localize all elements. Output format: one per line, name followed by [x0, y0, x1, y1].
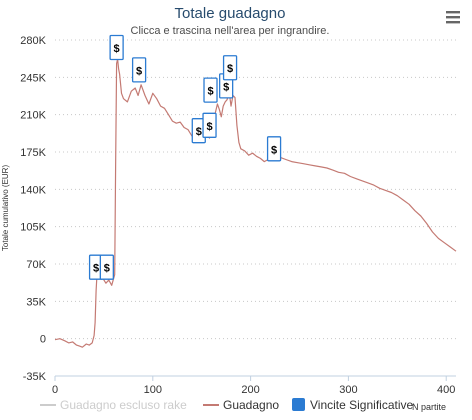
significant-win-marker[interactable]: $	[266, 136, 282, 162]
dollar-icon: $	[207, 86, 213, 98]
series-layer	[54, 58, 457, 348]
marker-flag	[202, 112, 217, 138]
dollar-icon: $	[104, 263, 110, 275]
y-tick-label: 35K	[26, 296, 46, 308]
legend-item-guadagno-escluso-rake[interactable]: Guadagno escluso rake	[40, 398, 187, 412]
y-axis-title: Totale cumulativo (EUR)	[1, 165, 10, 252]
legend-label-guadagno-escluso-rake: Guadagno escluso rake	[60, 398, 187, 412]
dollar-icon: $	[93, 263, 99, 275]
y-tick-label: 245K	[20, 72, 46, 84]
significant-win-marker[interactable]: $	[203, 77, 218, 103]
y-tick-label: 105K	[20, 222, 46, 234]
legend-item-vincite-significative[interactable]: Vincite Significative	[292, 398, 413, 412]
x-tick-label: 100	[144, 384, 162, 396]
y-tick-label: 70K	[26, 259, 46, 271]
dollar-icon: $	[206, 121, 212, 133]
marker-flag	[131, 57, 147, 83]
significant-win-marker[interactable]: $	[109, 34, 124, 61]
marker-flag	[99, 254, 114, 280]
dollar-icon: $	[271, 144, 277, 156]
x-axis-ticks: 0 100 200 300 400	[52, 376, 455, 396]
significant-win-marker[interactable]: $	[131, 57, 147, 83]
x-tick-label: 400	[437, 384, 455, 396]
legend-item-guadagno[interactable]: Guadagno	[203, 398, 279, 412]
dollar-icon: $	[227, 63, 233, 75]
x-tick-label: 0	[52, 384, 58, 396]
marker-flag	[266, 136, 282, 162]
x-axis-title: N partite	[412, 402, 446, 412]
significant-wins-markers: $ $ $ $ $ $ $ $ $ $	[88, 34, 282, 280]
legend: Guadagno escluso rake Guadagno Vincite S…	[40, 398, 413, 412]
marker-flag	[203, 77, 218, 103]
legend-swatch-vincite-significative	[292, 398, 305, 411]
chart-subtitle: Clicca e trascina nell'area per ingrandi…	[131, 25, 330, 37]
dollar-icon: $	[114, 43, 120, 55]
legend-label-vincite-significative: Vincite Significative	[310, 398, 413, 412]
significant-win-marker[interactable]: $	[202, 112, 217, 138]
significant-win-marker[interactable]: $	[88, 254, 104, 280]
x-tick-label: 200	[241, 384, 259, 396]
significant-win-marker[interactable]: $	[222, 55, 238, 81]
menu-icon[interactable]	[444, 8, 462, 26]
chart-title: Totale guadagno	[175, 5, 286, 22]
y-tick-label: 0	[40, 334, 46, 346]
x-tick-label: 300	[339, 384, 357, 396]
y-tick-label: 175K	[20, 147, 46, 159]
y-tick-label: 210K	[20, 110, 46, 122]
legend-label-guadagno: Guadagno	[223, 398, 279, 412]
y-tick-label: 140K	[20, 184, 46, 196]
marker-flag	[222, 55, 238, 81]
significant-win-marker[interactable]: $	[99, 254, 114, 280]
dollar-icon: $	[223, 81, 229, 93]
dollar-icon: $	[196, 126, 202, 138]
y-tick-label: -35K	[23, 371, 47, 383]
series-line-guadagno[interactable]	[54, 58, 457, 348]
y-tick-label: 280K	[20, 35, 46, 47]
marker-flag	[109, 34, 124, 61]
dollar-icon: $	[136, 65, 142, 77]
y-axis-ticks: -35K 0 35K 70K 105K 140K 175K 210K 245K 280K	[20, 35, 46, 383]
